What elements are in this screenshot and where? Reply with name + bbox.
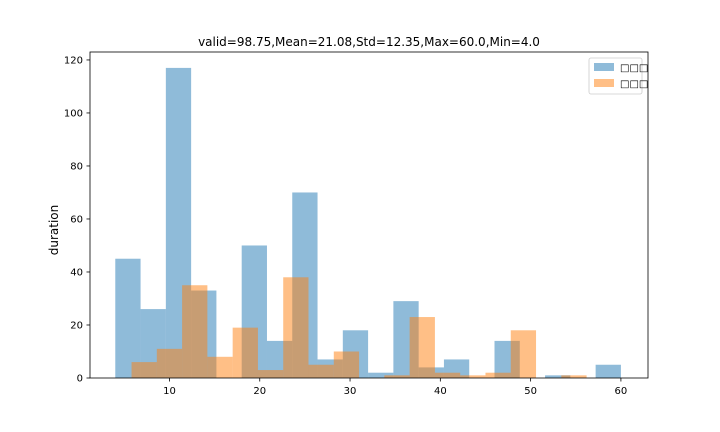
legend: □□□ □□□ <box>588 57 648 95</box>
plot-frame <box>89 51 649 379</box>
series-0-bar-19 <box>595 364 621 378</box>
y-tick-label-1: 20 <box>70 320 83 331</box>
x-tick-label-5: 60 <box>615 386 628 397</box>
series-1-bar-1 <box>156 348 183 378</box>
x-tick-label-3: 40 <box>434 386 447 397</box>
series-1-bar-4 <box>232 327 258 378</box>
series-1-bar-3 <box>207 356 233 378</box>
axes-layer: 10 20 30 40 50 60 0 20 40 60 80 100 120 <box>64 51 649 397</box>
bars-layer <box>115 67 621 378</box>
y-tick-label-2: 40 <box>70 267 83 278</box>
series-1-bar-10 <box>384 375 410 378</box>
series-1-bar-5 <box>257 370 284 378</box>
y-tick-label-6: 120 <box>64 55 83 66</box>
y-tick-label-4: 80 <box>70 161 83 172</box>
x-tick-label-4: 50 <box>524 386 537 397</box>
series-1-bar-8 <box>333 351 360 378</box>
series-1-bar-2 <box>182 285 208 378</box>
series-0-bar-17 <box>545 375 571 378</box>
legend-swatch-0 <box>594 63 614 71</box>
x-tick-label-1: 20 <box>253 386 266 397</box>
series-1-bar-7 <box>308 364 334 378</box>
y-tick-label-5: 100 <box>64 108 83 119</box>
series-0-bar-0 <box>115 258 141 378</box>
series-0-bar-10 <box>368 372 394 378</box>
series-1-bar-17 <box>561 375 587 378</box>
series-1-bar-11 <box>409 317 435 378</box>
y-tick-label-0: 0 <box>77 374 83 385</box>
legend-label-0: □□□ <box>620 63 648 74</box>
legend-swatch-1 <box>594 79 614 87</box>
legend-label-1: □□□ <box>620 79 648 90</box>
series-1-bar-6 <box>283 277 309 378</box>
series-1-bar-0 <box>131 362 157 378</box>
chart-title: valid=98.75,Mean=21.08,Std=12.35,Max=60.… <box>198 35 540 49</box>
y-tick-label-3: 60 <box>70 214 83 225</box>
series-1-bar-15 <box>510 330 537 378</box>
series-1-bar-12 <box>434 372 461 378</box>
series-1-bar-14 <box>485 372 511 378</box>
series-1-bar-13 <box>460 375 486 378</box>
y-axis-label: duration <box>47 205 61 256</box>
x-tick-label-0: 10 <box>163 386 176 397</box>
x-tick-label-2: 30 <box>344 386 357 397</box>
